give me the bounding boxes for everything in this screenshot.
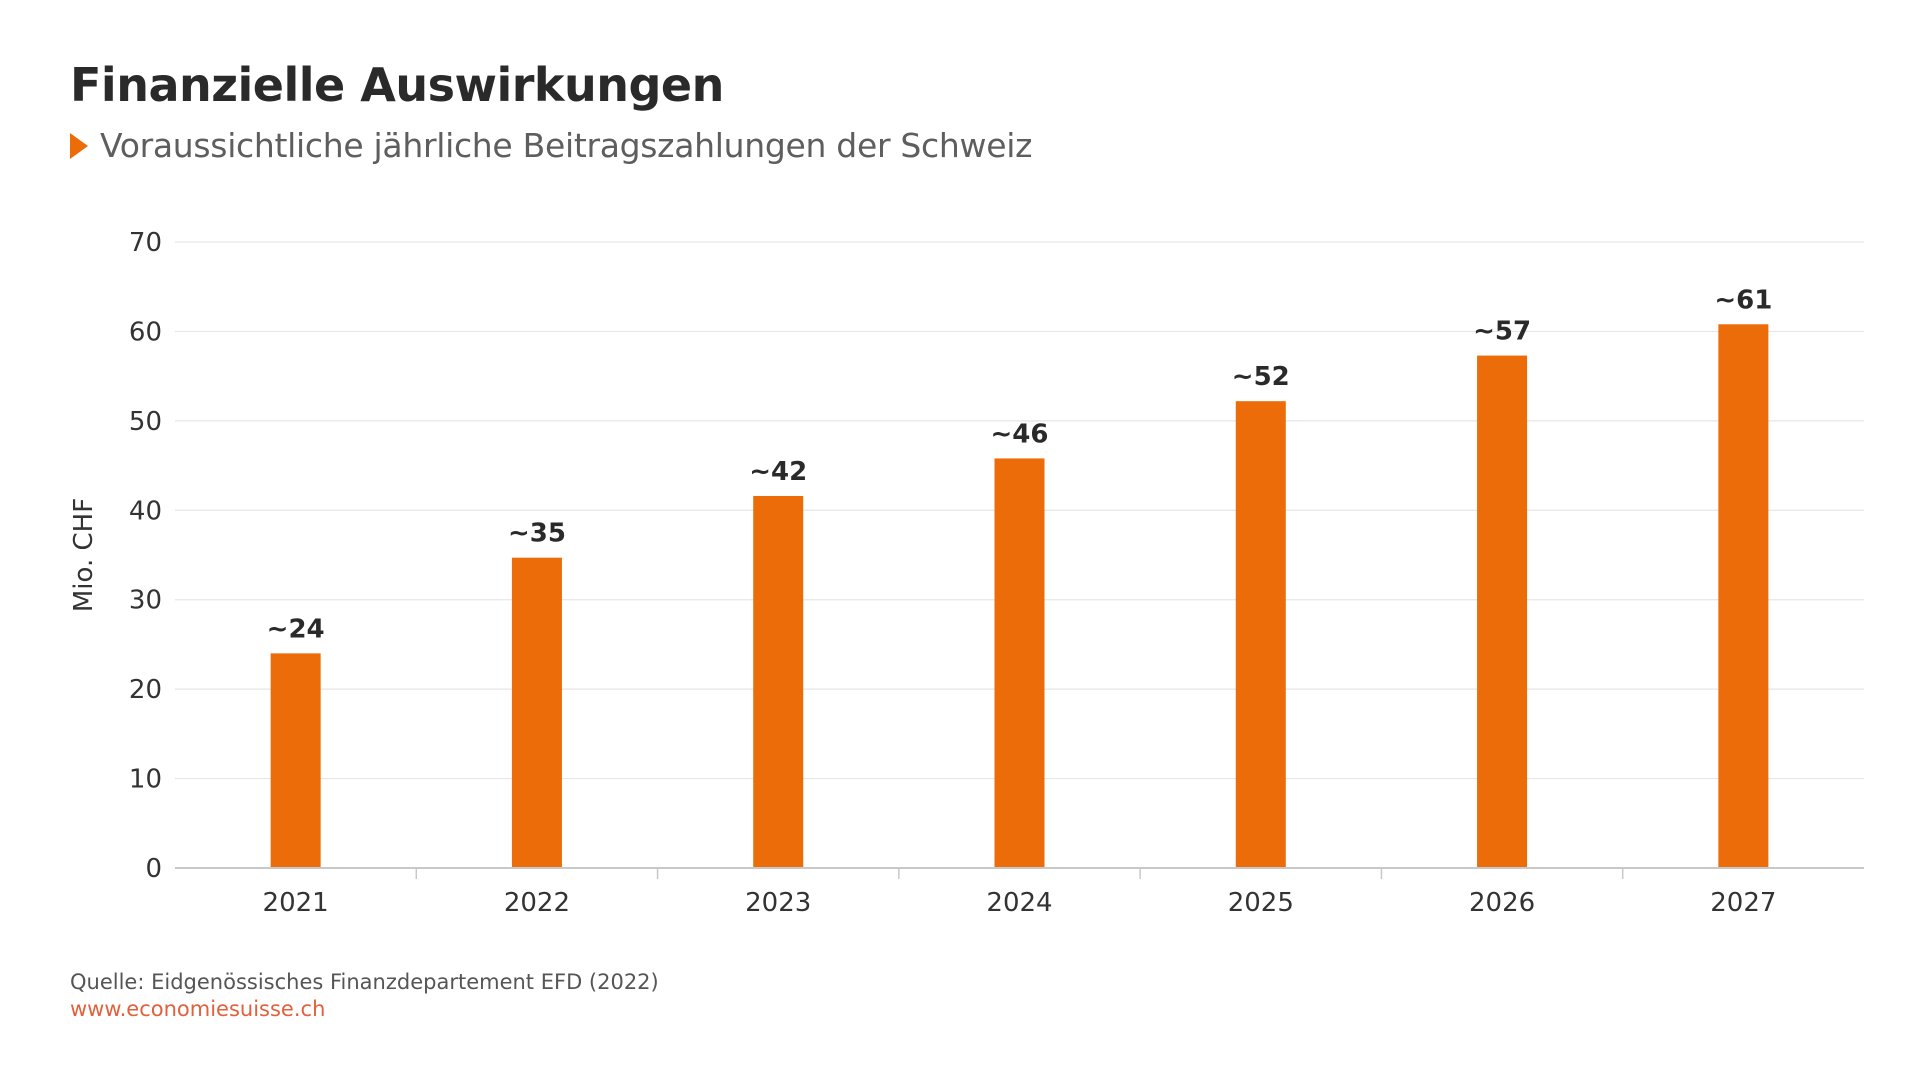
y-tick-label: 0 [145, 854, 162, 884]
y-axis-label: Mio. CHF [69, 498, 99, 612]
bar-2022 [511, 557, 562, 868]
axes: 0 10 20 30 40 50 60 70 Mio. CHF 2021 2022 2023 2024 2… [69, 228, 1864, 918]
bar-2025 [1235, 401, 1286, 868]
data-label: ~35 [508, 519, 566, 549]
bar-2026 [1477, 355, 1528, 868]
bars [270, 324, 1769, 868]
bar-chart: ~24 ~35 ~42 ~46 ~52 ~57 ~61 0 10 20 30 40 50 60 70 Mio… [69, 228, 1864, 918]
data-labels: ~24 ~35 ~42 ~46 ~52 ~57 ~61 [267, 285, 1773, 644]
subtitle-row: Voraussichtliche jährliche Beitragszahlu… [70, 126, 1032, 165]
data-label: ~61 [1714, 285, 1772, 315]
bar-2023 [753, 495, 804, 868]
bar-2024 [994, 458, 1045, 868]
source-note: Quelle: Eidgenössisches Finanzdepartemen… [70, 970, 659, 994]
y-tick-label: 30 [129, 586, 162, 616]
y-tick-label: 50 [129, 407, 162, 437]
x-tick-label: 2024 [986, 888, 1052, 918]
x-tick-label: 2022 [504, 888, 570, 918]
data-label: ~57 [1473, 317, 1531, 347]
data-label: ~46 [991, 419, 1049, 449]
y-tick-label: 70 [129, 228, 162, 258]
triangle-right-icon [70, 132, 88, 159]
x-tick-label: 2025 [1228, 888, 1294, 918]
data-label: ~42 [749, 457, 807, 487]
chart-subtitle: Voraussichtliche jährliche Beitragszahlu… [100, 126, 1033, 165]
y-tick-label: 20 [129, 675, 162, 705]
y-tick-label: 40 [129, 496, 162, 526]
chart-title: Finanzielle Auswirkungen [70, 58, 724, 112]
data-label: ~52 [1232, 362, 1290, 392]
bar-2021 [270, 653, 321, 868]
y-tick-label: 10 [129, 765, 162, 795]
data-label: ~24 [267, 614, 325, 644]
y-tick-label: 60 [129, 317, 162, 347]
bar-2027 [1718, 324, 1769, 868]
x-tick-label: 2021 [263, 888, 329, 918]
x-tick-label: 2026 [1469, 888, 1535, 918]
source-url-link[interactable]: www.economiesuisse.ch [70, 997, 326, 1021]
x-tick-label: 2027 [1710, 888, 1776, 918]
x-tick-label: 2023 [745, 888, 811, 918]
